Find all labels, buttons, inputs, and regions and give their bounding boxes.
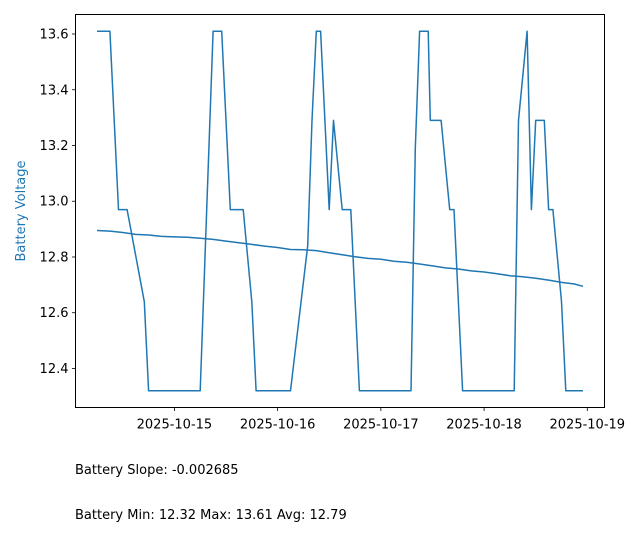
y-tick-label: 12.8 <box>40 250 69 265</box>
battery-stats: Battery Slope: -0.002685 Battery Min: 12… <box>75 433 347 538</box>
series-line-1 <box>97 30 583 392</box>
y-tick-label: 12.4 <box>40 362 69 377</box>
y-tick-label: 13.0 <box>40 195 69 210</box>
battery-minmax-text: Battery Min: 12.32 Max: 13.61 Avg: 12.79 <box>75 508 347 523</box>
y-axis-title: Battery Voltage <box>14 160 29 261</box>
x-tick-label: 2025-10-18 <box>446 418 522 433</box>
x-tick-label: 2025-10-16 <box>240 418 316 433</box>
x-tick-label: 2025-10-19 <box>550 418 626 433</box>
x-tick-label: 2025-10-17 <box>343 418 419 433</box>
x-axis-ticks: 2025-10-15 2025-10-16 2025-10-17 2025-10-18… <box>137 407 626 433</box>
y-axis-ticks: 12.4 12.6 12.8 13.0 13.2 13.4 13.6 <box>40 28 76 377</box>
x-tick-label: 2025-10-15 <box>137 418 213 433</box>
plot-frame <box>75 14 605 408</box>
y-tick-label: 13.6 <box>40 28 69 43</box>
series-layer <box>96 30 584 392</box>
y-tick-label: 13.2 <box>40 139 69 154</box>
battery-slope-text: Battery Slope: -0.002685 <box>75 463 239 478</box>
battery-voltage-chart: 2025-10-15 2025-10-16 2025-10-17 2025-10-18… <box>14 14 626 433</box>
y-tick-label: 13.4 <box>40 83 69 98</box>
y-tick-label: 12.6 <box>40 306 69 321</box>
series-line-2 <box>96 229 584 288</box>
